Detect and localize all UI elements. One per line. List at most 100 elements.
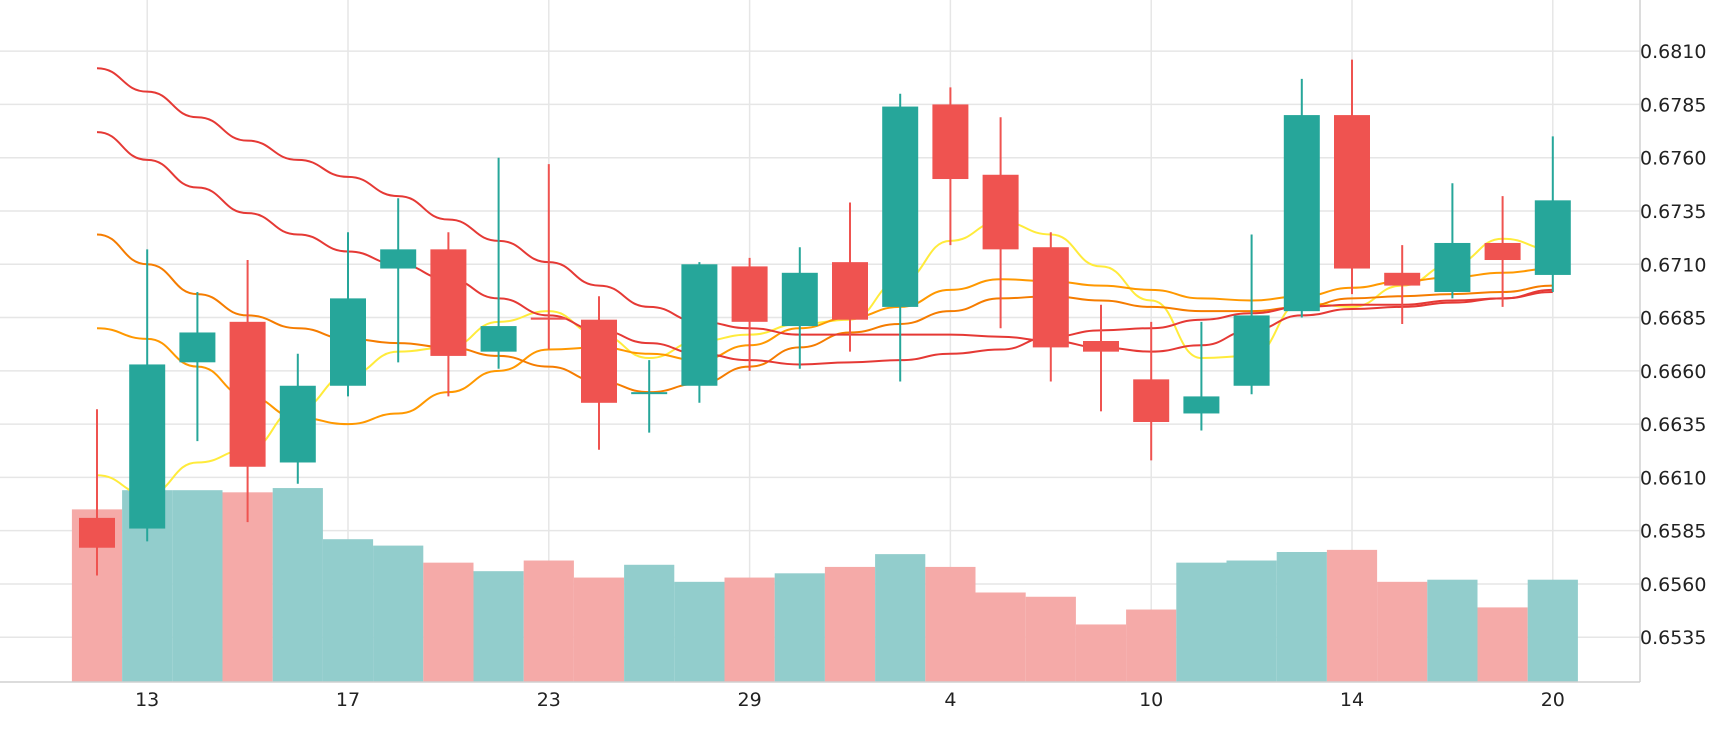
y-axis: 0.6810 0.6785 0.6760 0.6735 0.6710 0.6685 0.66…	[1639, 0, 1706, 682]
candle	[1083, 304, 1119, 412]
candle-body	[1384, 272, 1421, 286]
candle	[1484, 196, 1521, 307]
volume-bar	[272, 488, 323, 682]
candle-body	[1484, 242, 1521, 261]
candle-body	[1032, 247, 1069, 348]
candle-body	[1133, 379, 1170, 422]
volume-bar	[222, 492, 273, 682]
candle-body	[681, 264, 718, 386]
volume-bar	[573, 577, 625, 682]
volume-bar	[1427, 579, 1478, 682]
volume-bar	[473, 571, 524, 682]
candle	[129, 249, 166, 542]
volume-bar	[774, 573, 825, 682]
candle-body	[581, 319, 617, 403]
volume-bar	[674, 581, 725, 682]
volume-bar	[1276, 551, 1327, 682]
volume-bar	[373, 545, 424, 682]
volume-bar	[1075, 624, 1127, 682]
y-tick-label: 0.6535	[1640, 627, 1706, 649]
candle	[932, 87, 969, 246]
candle-body	[832, 262, 868, 320]
y-tick-label: 0.6785	[1640, 94, 1706, 116]
candle-body	[279, 385, 316, 463]
candle	[832, 202, 868, 352]
volume-bar	[1477, 607, 1528, 682]
y-tick-label: 0.6685	[1640, 308, 1706, 330]
candle-body	[129, 364, 166, 529]
candle	[330, 232, 366, 397]
candle-body	[430, 249, 467, 356]
candle	[1233, 234, 1270, 395]
candle	[681, 262, 718, 403]
candle	[1434, 183, 1471, 299]
x-tick-label: 23	[537, 689, 561, 711]
candle-body	[1283, 115, 1320, 312]
candle	[781, 247, 818, 369]
y-tick-label: 0.6585	[1640, 521, 1706, 543]
volume-bar	[875, 554, 926, 682]
candle	[581, 296, 617, 450]
volume-bar	[423, 562, 474, 682]
candle	[430, 232, 467, 397]
candle-body	[1434, 242, 1471, 292]
candle	[480, 157, 517, 369]
candle-body	[330, 298, 366, 386]
candle	[1534, 136, 1571, 292]
candle-body	[380, 249, 417, 269]
volume-bar	[172, 490, 223, 682]
volume-bar	[1126, 609, 1177, 682]
y-tick-label: 0.6710	[1640, 254, 1706, 276]
volume-bars	[71, 488, 1578, 682]
candle	[1133, 321, 1170, 461]
volume-bar	[1025, 596, 1076, 682]
volume-bar	[322, 539, 374, 682]
y-tick-label: 0.6735	[1640, 201, 1706, 223]
candle	[380, 198, 417, 363]
candle	[882, 93, 919, 382]
volume-bar	[975, 592, 1026, 682]
x-tick-label: 17	[336, 689, 360, 711]
candle-body	[1233, 315, 1270, 386]
candle-body	[631, 392, 668, 395]
candle-body	[932, 104, 969, 180]
volume-bar	[824, 566, 876, 682]
candle-body	[79, 517, 115, 548]
volume-bar	[624, 564, 675, 682]
candle	[1032, 232, 1069, 382]
y-tick-label: 0.6610	[1640, 467, 1706, 489]
volume-bar	[1377, 581, 1428, 682]
volume-bar	[1527, 579, 1578, 682]
candles	[79, 59, 1571, 576]
candle-body	[882, 106, 919, 307]
candle-body	[781, 272, 818, 327]
candle	[1384, 245, 1421, 324]
candle-body	[480, 326, 517, 352]
candle	[731, 257, 768, 371]
x-tick-label: 10	[1139, 689, 1163, 711]
volume-bar	[1326, 549, 1378, 682]
volume-bar	[1226, 560, 1277, 682]
volume-bar	[1176, 562, 1227, 682]
volume-bar	[925, 566, 976, 682]
candle	[1334, 59, 1370, 295]
candle-body	[530, 317, 567, 320]
x-tick-label: 13	[135, 689, 159, 711]
y-tick-label: 0.6810	[1640, 41, 1706, 63]
candle	[631, 360, 668, 433]
candle-body	[1183, 396, 1220, 414]
candle	[982, 117, 1019, 329]
candle	[179, 291, 216, 442]
candle	[1183, 321, 1220, 431]
candle-body	[1334, 115, 1370, 269]
candle-body	[731, 266, 768, 322]
candle-body	[982, 174, 1019, 250]
x-tick-label: 29	[738, 689, 762, 711]
candle-body	[1534, 200, 1571, 275]
candle-body	[179, 332, 216, 363]
volume-bar	[523, 560, 574, 682]
x-tick-label: 14	[1340, 689, 1364, 711]
x-tick-label: 20	[1541, 689, 1565, 711]
